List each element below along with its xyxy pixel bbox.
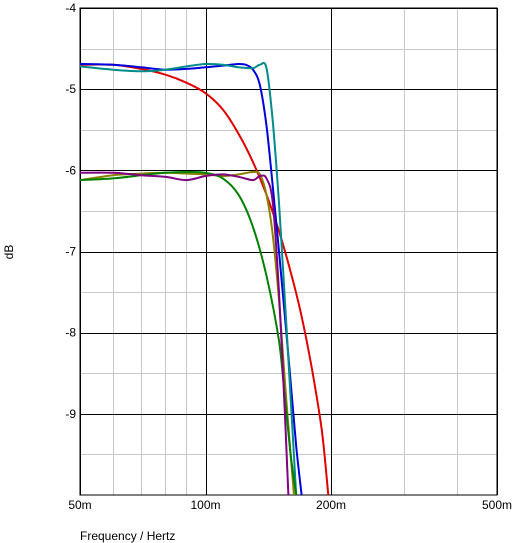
x-tick-label: 500m <box>482 498 512 512</box>
x-tick-label: 50m <box>68 498 91 512</box>
y-tick-label: -8 <box>65 326 76 340</box>
tick-labels: 50m 100m 200m 500m -4 -5 -6 -7 -8 -9 <box>65 1 512 512</box>
y-tick-label: -9 <box>65 407 76 421</box>
y-axis-title: dB <box>2 245 16 260</box>
series-line-6 <box>80 171 290 495</box>
x-axis-title: Frequency / Hertz <box>80 529 175 543</box>
y-tick-label: -4 <box>65 1 76 15</box>
y-tick-label: -5 <box>65 82 76 96</box>
series-group <box>80 61 330 495</box>
series-line-1 <box>80 63 330 495</box>
x-tick-label: 200m <box>316 498 346 512</box>
y-tick-label: -6 <box>65 163 76 177</box>
y-tick-label: -7 <box>65 245 76 259</box>
series-line-3 <box>80 61 298 495</box>
x-tick-label: 100m <box>191 498 221 512</box>
